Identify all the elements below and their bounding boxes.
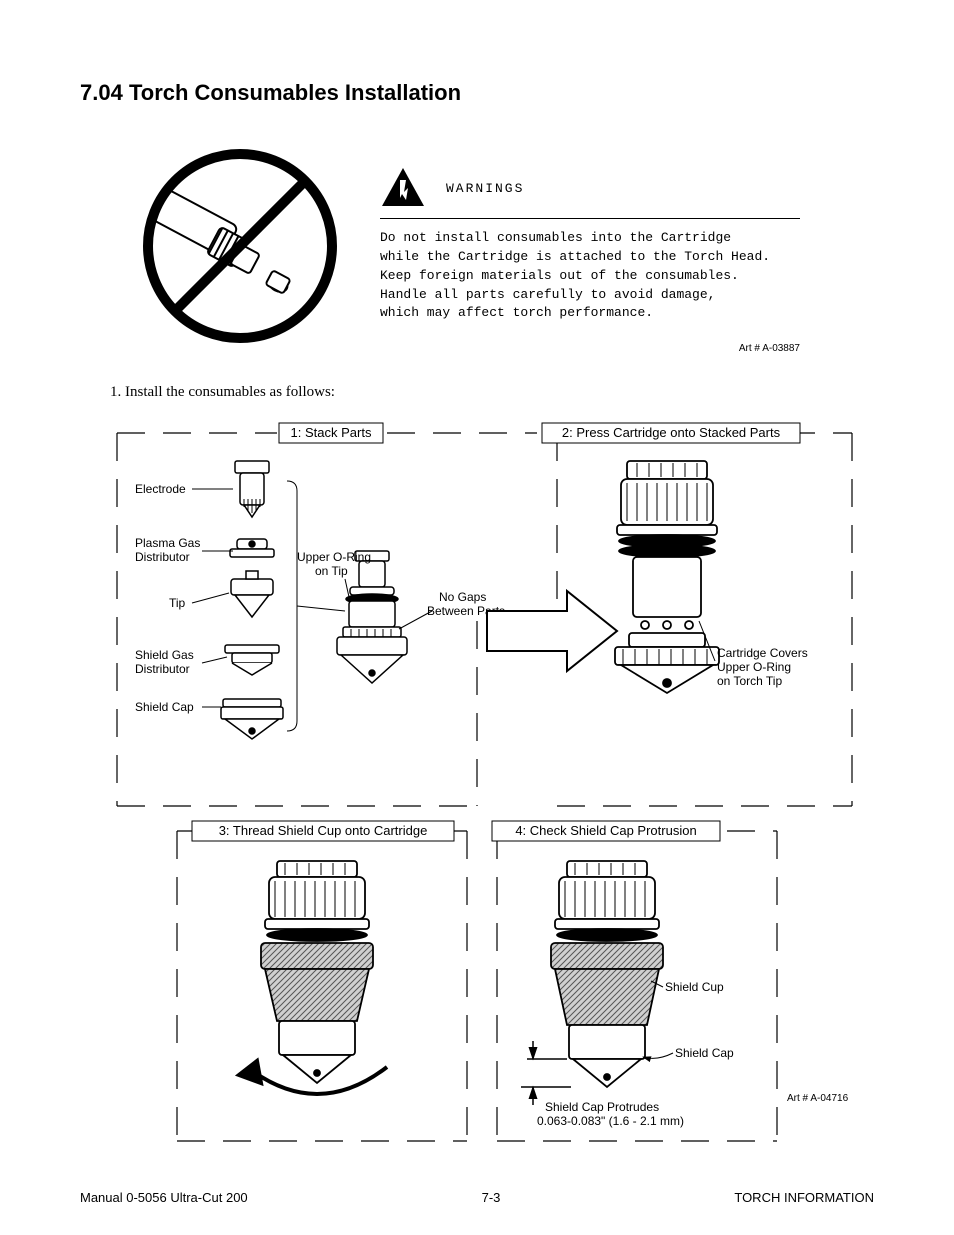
- svg-text:3: Thread Shield Cup onto Cart: 3: Thread Shield Cup onto Cartridge: [219, 823, 428, 838]
- install-step: 1. Install the consumables as follows:: [110, 384, 874, 401]
- warning-header: WARNINGS: [380, 166, 800, 219]
- warning-line: while the Cartridge is attached to the T…: [380, 248, 840, 267]
- footer-right: TORCH INFORMATION: [734, 1190, 874, 1205]
- svg-text:Tip: Tip: [169, 596, 186, 610]
- svg-text:0.063-0.083" (1.6 - 2.1 mm): 0.063-0.083" (1.6 - 2.1 mm): [537, 1114, 684, 1128]
- svg-text:2: Press Cartridge onto Stacke: 2: Press Cartridge onto Stacked Parts: [562, 425, 781, 440]
- warning-line: which may affect torch performance.: [380, 304, 840, 323]
- panel1-title: 1: Stack Parts: [291, 425, 372, 440]
- svg-text:Plasma Gas: Plasma Gas: [135, 536, 200, 550]
- warning-column: WARNINGS Do not install consumables into…: [380, 146, 874, 354]
- warning-text: Do not install consumables into the Cart…: [380, 229, 840, 323]
- footer-center: 7-3: [482, 1190, 501, 1205]
- footer-left: Manual 0-5056 Ultra-Cut 200: [80, 1190, 248, 1205]
- hazard-icon: [380, 166, 426, 210]
- svg-text:Distributor: Distributor: [135, 662, 190, 676]
- svg-text:No Gaps: No Gaps: [439, 590, 486, 604]
- svg-text:Cartridge Covers: Cartridge Covers: [717, 646, 808, 660]
- svg-text:Upper O-Ring: Upper O-Ring: [717, 660, 791, 674]
- art-reference-diagram: Art # A-04716: [787, 1093, 849, 1104]
- warning-label: WARNINGS: [446, 181, 524, 196]
- art-reference-top: Art # A-03887: [380, 343, 800, 354]
- svg-text:Upper O-Ring: Upper O-Ring: [297, 550, 371, 564]
- svg-text:Electrode: Electrode: [135, 482, 186, 496]
- svg-text:on Tip: on Tip: [315, 564, 348, 578]
- section-number: 7.04: [80, 80, 123, 105]
- warning-line: Handle all parts carefully to avoid dama…: [380, 286, 840, 305]
- prohibit-icon: [140, 146, 340, 346]
- warning-line: Do not install consumables into the Cart…: [380, 229, 840, 248]
- section-title-text: Torch Consumables Installation: [129, 80, 461, 105]
- svg-text:Shield Cap Protrudes: Shield Cap Protrudes: [545, 1100, 659, 1114]
- svg-text:on Torch Tip: on Torch Tip: [717, 674, 782, 688]
- warning-block: WARNINGS Do not install consumables into…: [140, 146, 874, 354]
- installation-diagram: 1: Stack Parts: [97, 421, 857, 1151]
- svg-text:Shield Cup: Shield Cup: [665, 980, 724, 994]
- svg-text:Shield Gas: Shield Gas: [135, 648, 194, 662]
- page: 7.04 Torch Consumables Installation: [0, 0, 954, 1235]
- svg-text:4: Check Shield Cap Protrusion: 4: Check Shield Cap Protrusion: [515, 823, 696, 838]
- svg-text:Shield Cap: Shield Cap: [675, 1046, 734, 1060]
- warning-line: Keep foreign materials out of the consum…: [380, 267, 840, 286]
- page-footer: Manual 0-5056 Ultra-Cut 200 7-3 TORCH IN…: [80, 1190, 874, 1205]
- svg-text:Distributor: Distributor: [135, 550, 190, 564]
- svg-text:Shield Cap: Shield Cap: [135, 700, 194, 714]
- section-heading: 7.04 Torch Consumables Installation: [80, 80, 874, 106]
